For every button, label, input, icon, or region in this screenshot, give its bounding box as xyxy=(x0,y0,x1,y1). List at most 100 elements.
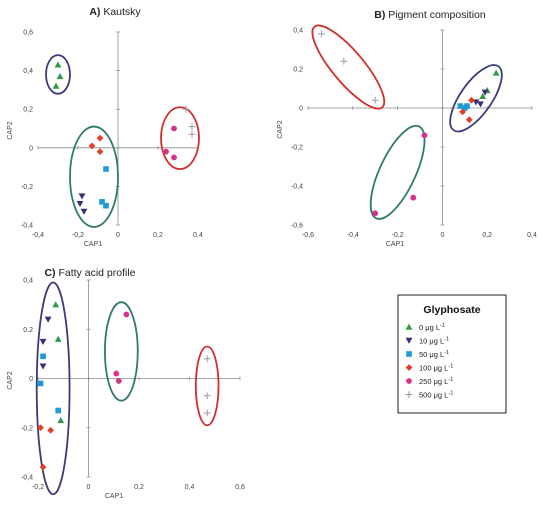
data-point xyxy=(477,101,484,108)
data-point xyxy=(54,335,62,342)
y-tick-label: 0,6 xyxy=(23,30,33,37)
cluster-ellipse xyxy=(69,125,119,228)
data-point xyxy=(372,210,379,217)
x-tick-label: 0,2 xyxy=(134,484,144,491)
data-point xyxy=(462,105,468,111)
data-point xyxy=(123,311,130,318)
data-point xyxy=(37,380,44,387)
data-point xyxy=(113,370,120,377)
y-tick-label: -0,4 xyxy=(21,223,33,230)
legend-marker xyxy=(406,378,412,384)
legend-entry-label: 500 μg L-1 xyxy=(419,391,453,400)
data-point xyxy=(188,130,196,138)
cluster-ellipse xyxy=(160,106,200,170)
data-point xyxy=(203,409,211,417)
y-tick-label: 0,2 xyxy=(23,327,33,334)
data-point xyxy=(40,353,46,360)
legend-entry-label: 100 μg L-1 xyxy=(419,364,453,373)
data-point xyxy=(457,103,464,109)
legend-marker xyxy=(405,391,413,398)
y-tick-label: 0 xyxy=(29,376,33,383)
y-tick-label: -0,2 xyxy=(21,184,33,191)
data-point xyxy=(340,57,348,65)
legend-marker xyxy=(405,364,413,371)
x-tick-label: 0 xyxy=(116,232,120,239)
data-point xyxy=(103,202,109,209)
cluster-ellipse xyxy=(35,281,71,496)
data-point xyxy=(99,199,105,205)
data-point xyxy=(78,193,86,200)
y-tick-label: 0,2 xyxy=(293,67,303,74)
data-point xyxy=(88,142,96,150)
y-tick-label: -0,4 xyxy=(291,184,303,191)
cluster-ellipse xyxy=(45,54,71,95)
x-tick-label: -0,2 xyxy=(392,232,404,239)
data-point xyxy=(318,30,325,38)
data-point xyxy=(459,108,466,116)
x-tick-label: -0,4 xyxy=(32,232,44,239)
legend-marker xyxy=(406,351,412,357)
data-point xyxy=(96,134,104,142)
y-tick-label: 0 xyxy=(29,145,33,152)
x-axis-label: CAP1 xyxy=(386,241,404,248)
cluster-ellipse xyxy=(104,301,139,402)
y-tick-label: 0,4 xyxy=(293,28,303,35)
legend-entry-label: 0 μg L-1 xyxy=(419,323,445,332)
chart-panel-2: -0,6 -0,4 -0,2 0 0,2 0,4 -0,6 -0,4 -0,2 0 0,2 0,4 CA… xyxy=(277,9,537,248)
y-tick-label: -0,6 xyxy=(291,223,303,230)
data-point xyxy=(421,132,428,139)
y-axis-label: CAP2 xyxy=(7,371,14,389)
data-point xyxy=(39,338,47,345)
data-point xyxy=(57,416,65,424)
data-point xyxy=(472,99,480,106)
data-point xyxy=(103,166,109,172)
y-tick-label: -0,2 xyxy=(291,145,303,152)
chart-panel-1: -0,4 -0,2 0 0,2 0,4 -0,4 -0,2 0 0,2 0,4 0,6 CAP1 CAP… xyxy=(7,6,203,248)
data-point xyxy=(80,208,88,215)
y-axis-label: CAP2 xyxy=(277,120,284,138)
data-point xyxy=(188,123,196,130)
y-tick-label: -0,2 xyxy=(21,425,33,432)
x-tick-label: -0,2 xyxy=(32,484,44,491)
y-tick-label: 0 xyxy=(299,106,303,113)
data-point xyxy=(47,426,55,434)
x-axis-label: CAP1 xyxy=(84,241,102,248)
legend-marker xyxy=(405,323,413,330)
data-point xyxy=(465,116,473,124)
chart-panel-3: -0,2 0 0,2 0,4 0,6 -0,4 -0,2 0 0,2 0,4 CAP1 CAP2 C) … xyxy=(7,267,245,500)
data-point xyxy=(492,69,500,76)
data-point xyxy=(115,378,122,384)
legend-title: Glyphosate xyxy=(423,304,480,316)
data-point xyxy=(171,154,177,161)
x-tick-label: -0,4 xyxy=(347,232,359,239)
y-tick-label: -0,4 xyxy=(21,475,33,482)
cluster-ellipse xyxy=(194,345,220,427)
data-point xyxy=(52,301,60,308)
x-tick-label: 0 xyxy=(440,232,444,239)
data-point xyxy=(182,105,190,113)
x-tick-label: 0,4 xyxy=(185,484,195,491)
x-tick-label: 0,4 xyxy=(193,232,203,239)
x-tick-label: 0,4 xyxy=(527,232,537,239)
x-tick-label: -0,6 xyxy=(302,232,314,239)
data-point xyxy=(481,89,489,96)
y-tick-label: 0,4 xyxy=(23,278,33,285)
panel-title: C) Fatty acid profile xyxy=(44,267,135,279)
data-point xyxy=(44,316,52,323)
data-point xyxy=(39,463,47,471)
data-point xyxy=(410,194,417,201)
x-axis-label: CAP1 xyxy=(105,493,123,500)
cluster-ellipse xyxy=(449,64,503,133)
y-tick-label: 0,2 xyxy=(23,107,33,114)
legend-marker xyxy=(405,337,413,344)
legend: Glyphosate 0 μg L-1 10 μg L-1 50 μg L-1 100… xyxy=(397,294,507,414)
panel-title: B) Pigment composition xyxy=(374,9,486,21)
y-axis-label: CAP2 xyxy=(7,121,14,139)
data-point xyxy=(55,407,61,414)
legend-entry-label: 10 μg L-1 xyxy=(419,337,449,346)
data-point xyxy=(52,82,60,89)
data-point xyxy=(203,392,211,400)
x-tick-label: 0,2 xyxy=(153,232,163,239)
data-point xyxy=(39,363,47,370)
